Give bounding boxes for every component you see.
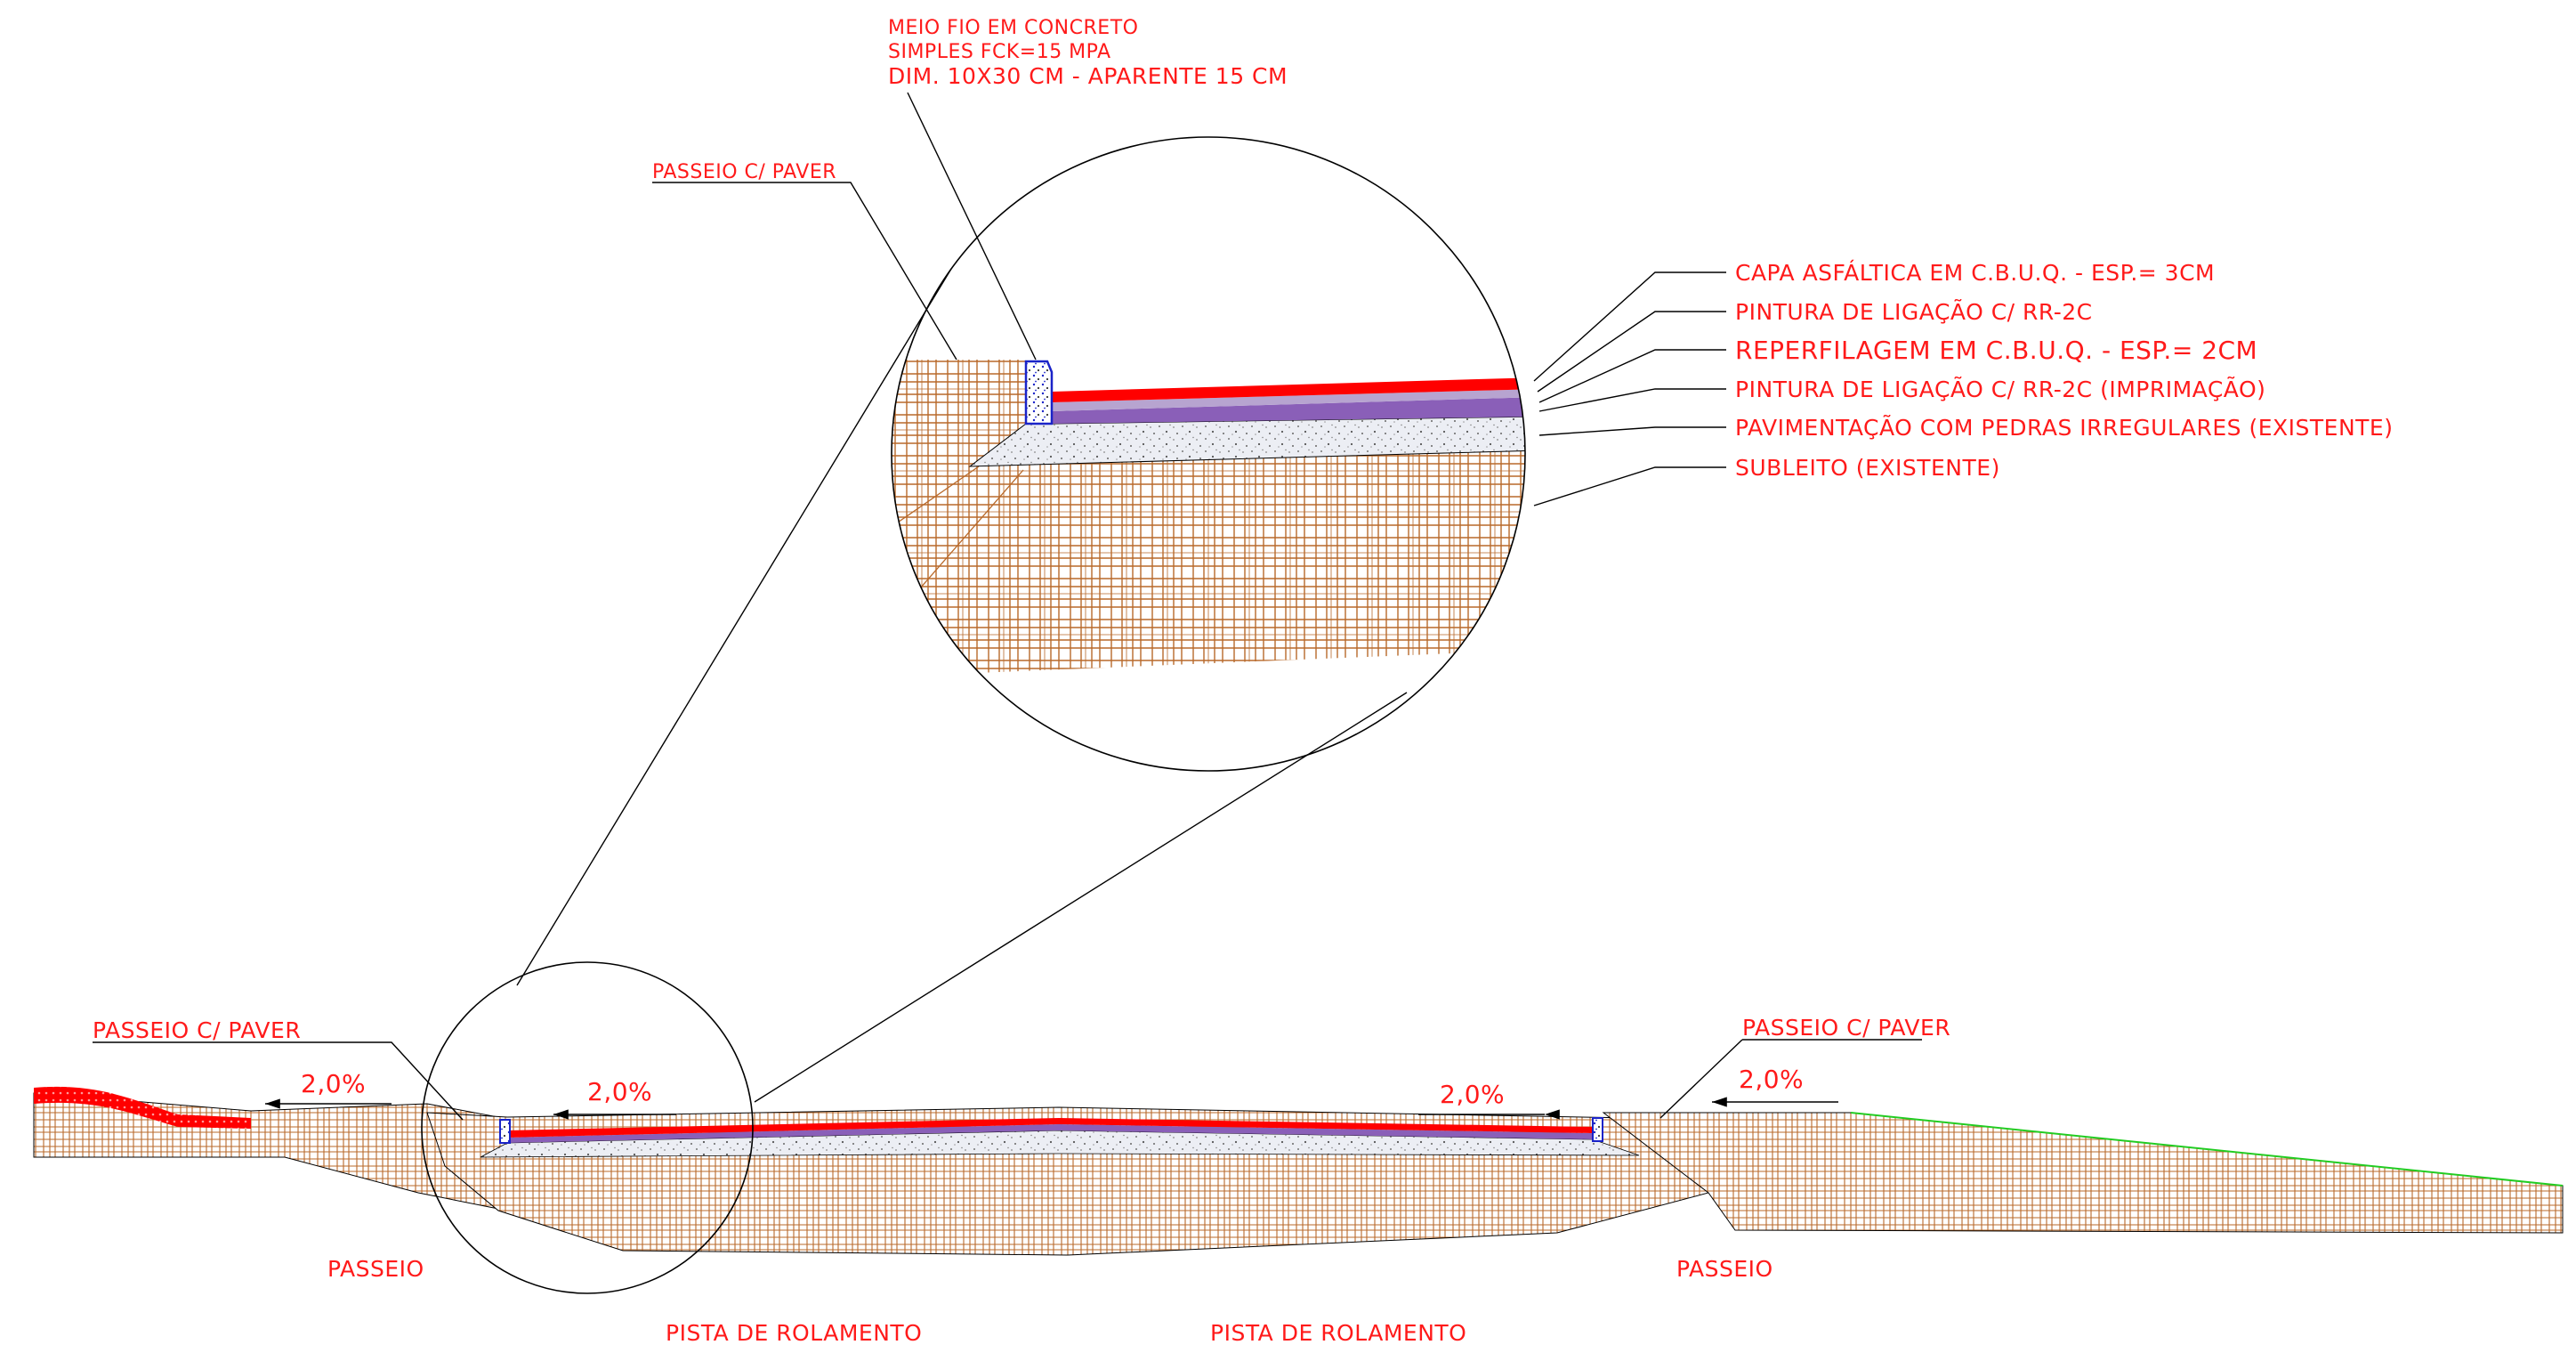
left-embankment bbox=[33, 1092, 508, 1211]
curb-note-line-3: DIM. 10X30 CM - APARENTE 15 CM bbox=[888, 63, 1288, 89]
section-asphalt bbox=[507, 1118, 1593, 1138]
cross-section bbox=[33, 961, 2564, 1294]
detail-asphalt bbox=[1052, 377, 1525, 402]
detail-circle-outline bbox=[891, 136, 1526, 772]
detail-paver-label: PASSEIO C/ PAVER bbox=[652, 161, 836, 183]
right-paver-label: PASSEIO C/ PAVER bbox=[1742, 1015, 1950, 1041]
curb-note-line-2: SIMPLES FCK=15 MPA bbox=[888, 41, 1111, 63]
terrain-edge bbox=[1850, 1112, 2564, 1187]
lane-right-label: PISTA DE ROLAMENTO bbox=[1210, 1320, 1466, 1346]
detail-subgrade bbox=[892, 450, 1525, 676]
section-zoom-circle bbox=[421, 961, 754, 1294]
layer-label-asphalt: CAPA ASFÁLTICA EM C.B.U.Q. - ESP.= 3CM bbox=[1735, 260, 2215, 286]
layer-label-stones: PAVIMENTAÇÃO COM PEDRAS IRREGULARES (EXI… bbox=[1735, 414, 2393, 441]
section-tack-coat bbox=[507, 1124, 1593, 1143]
detail-sidewalk-paver bbox=[892, 360, 1026, 498]
left-paver-label: PASSEIO C/ PAVER bbox=[93, 1017, 301, 1043]
curb-note: MEIO FIO EM CONCRETO SIMPLES FCK=15 MPA … bbox=[888, 17, 1288, 361]
layer-label-tack-coat: PINTURA DE LIGAÇÃO C/ RR-2C bbox=[1735, 298, 2093, 325]
lane-left-label: PISTA DE ROLAMENTO bbox=[666, 1320, 922, 1346]
layer-callouts: CAPA ASFÁLTICA EM C.B.U.Q. - ESP.= 3CM P… bbox=[1533, 260, 2393, 506]
zoom-tangent-left bbox=[516, 268, 952, 986]
slope-label-3: 2,0% bbox=[1440, 1080, 1505, 1109]
detail-tack-coat bbox=[1052, 397, 1525, 424]
right-curb bbox=[1592, 1117, 1603, 1142]
zoom-tangent-right bbox=[754, 692, 1408, 1103]
right-embankment bbox=[1602, 1112, 2564, 1234]
detail-curb bbox=[1024, 360, 1054, 425]
slope-label-1: 2,0% bbox=[301, 1069, 366, 1098]
layer-label-reprofiling: REPERFILAGEM EM C.B.U.Q. - ESP.= 2CM bbox=[1735, 336, 2257, 365]
layer-label-subgrade: SUBLEITO (EXISTENTE) bbox=[1735, 455, 2000, 481]
layer-label-prime-coat: PINTURA DE LIGAÇÃO C/ RR-2C (IMPRIMAÇÃO) bbox=[1735, 376, 2265, 402]
right-sidewalk-label: PASSEIO bbox=[1676, 1256, 1773, 1282]
detail-paver-note: PASSEIO C/ PAVER bbox=[652, 161, 957, 361]
slope-label-4: 2,0% bbox=[1739, 1065, 1804, 1094]
section-labels: PASSEIO C/ PAVER PASSEIO C/ PAVER 2,0% 2… bbox=[93, 1015, 1950, 1346]
slope-label-2: 2,0% bbox=[587, 1077, 652, 1106]
detail-circle bbox=[891, 136, 1526, 772]
detail-reprofiling bbox=[1052, 389, 1525, 411]
left-red-strip bbox=[34, 1086, 251, 1129]
left-sidewalk-label: PASSEIO bbox=[327, 1256, 424, 1282]
left-curb bbox=[499, 1119, 511, 1144]
curb-note-line-1: MEIO FIO EM CONCRETO bbox=[888, 17, 1138, 39]
